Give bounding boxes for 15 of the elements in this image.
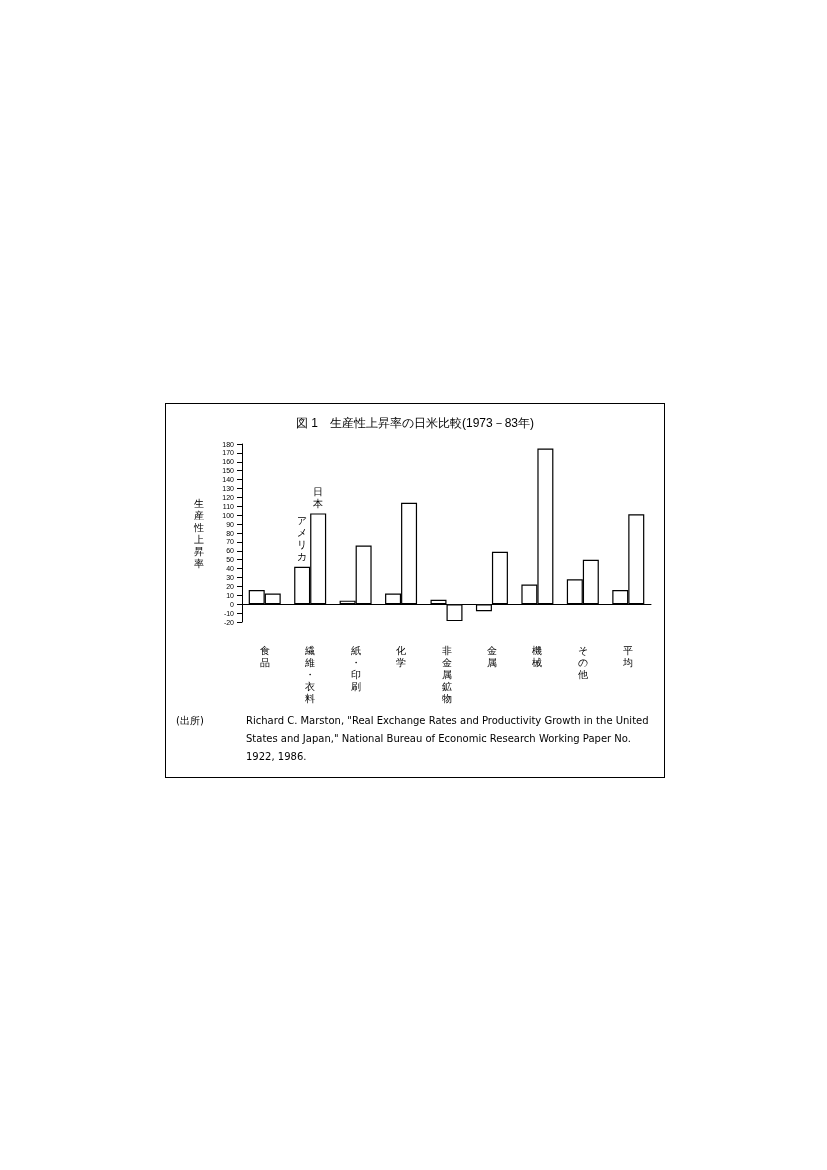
text: Richard C. Marston, "Real Exchange Rates and Productivity Growth in the United States and Japan," National Bureau of Economic Research Working Paper No. 1922, 1986. <box>246 714 650 764</box>
series-label: 日本 <box>313 485 324 509</box>
x-tick-label: 食品 <box>259 644 270 668</box>
chart-title: 図 1 生産性上昇率の日米比較(1973－83年) <box>295 416 535 430</box>
y-axis-title: 生産性上昇率 <box>193 497 204 569</box>
x-tick-label: 繊維・衣料 <box>304 644 316 704</box>
x-tick-label: 機械 <box>532 644 543 668</box>
x-tick-label: 非金属鉱物 <box>441 644 452 704</box>
text: (出所) <box>176 714 205 728</box>
x-tick-label: 平均 <box>622 644 634 668</box>
x-tick-label: 金属 <box>486 644 497 668</box>
x-tick-label: 紙・印刷 <box>350 644 361 692</box>
series-label: アメリカ <box>297 515 308 563</box>
x-tick-label: 化学 <box>396 644 407 668</box>
x-tick-label: その他 <box>577 644 588 680</box>
